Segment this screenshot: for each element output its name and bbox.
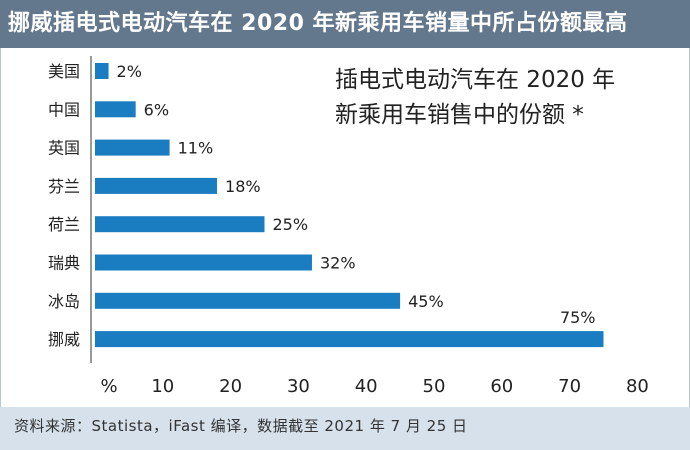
x-tick-label: 10 [151, 376, 174, 397]
x-tick-label: 30 [287, 376, 310, 397]
value-label: 25% [273, 215, 309, 234]
value-label: 45% [408, 292, 444, 311]
category-label: 中国 [48, 100, 80, 119]
value-label: 6% [144, 100, 169, 119]
x-tick-labels: % 10 20 30 40 50 60 70 80 [100, 376, 648, 397]
bar-6 [95, 254, 312, 271]
value-label: 75% [560, 308, 596, 327]
value-label: 11% [178, 139, 214, 158]
value-labels: 2%6% 11% 18% 25% 32% 45% 75% [117, 62, 596, 327]
category-label: 芬兰 [48, 177, 80, 196]
value-label: 18% [225, 177, 261, 196]
x-tick-label: 70 [558, 376, 581, 397]
bar-2 [95, 101, 136, 118]
x-tick-label: 40 [355, 376, 378, 397]
x-tick-label: 50 [423, 376, 446, 397]
category-label: 荷兰 [48, 215, 80, 234]
x-tick-label: % [100, 376, 117, 397]
page-title: 挪威插电式电动汽车在 2020 年新乘用车销量中所占份额最高 [0, 0, 690, 48]
chart-title: 插电式电动汽车在 2020 年 新乘用车销售中的份额 * [335, 63, 680, 133]
x-tick-label: 20 [219, 376, 242, 397]
bar-7 [95, 292, 401, 309]
bar-5 [95, 216, 265, 233]
chart-title-line-2: 新乘用车销售中的份额 * [335, 102, 584, 128]
bar-8 [95, 331, 604, 348]
x-tick-label: 80 [626, 376, 649, 397]
category-label: 冰岛 [48, 292, 80, 311]
chart-title-line-1: 插电式电动汽车在 2020 年 [335, 67, 616, 93]
bar-4 [95, 177, 218, 194]
bars-group [95, 63, 604, 348]
category-label: 瑞典 [48, 254, 80, 273]
source-note: 资料来源：Statista，iFast 编译，数据截至 2021 年 7 月 2… [0, 407, 690, 450]
category-label: 挪威 [48, 330, 80, 349]
value-label: 32% [320, 254, 356, 273]
category-label: 美国 [48, 62, 80, 81]
bar-1 [95, 63, 109, 79]
x-tick-label: 60 [490, 376, 513, 397]
value-label: 2% [117, 62, 142, 81]
category-label: 英国 [48, 139, 80, 158]
bar-3 [95, 139, 170, 156]
